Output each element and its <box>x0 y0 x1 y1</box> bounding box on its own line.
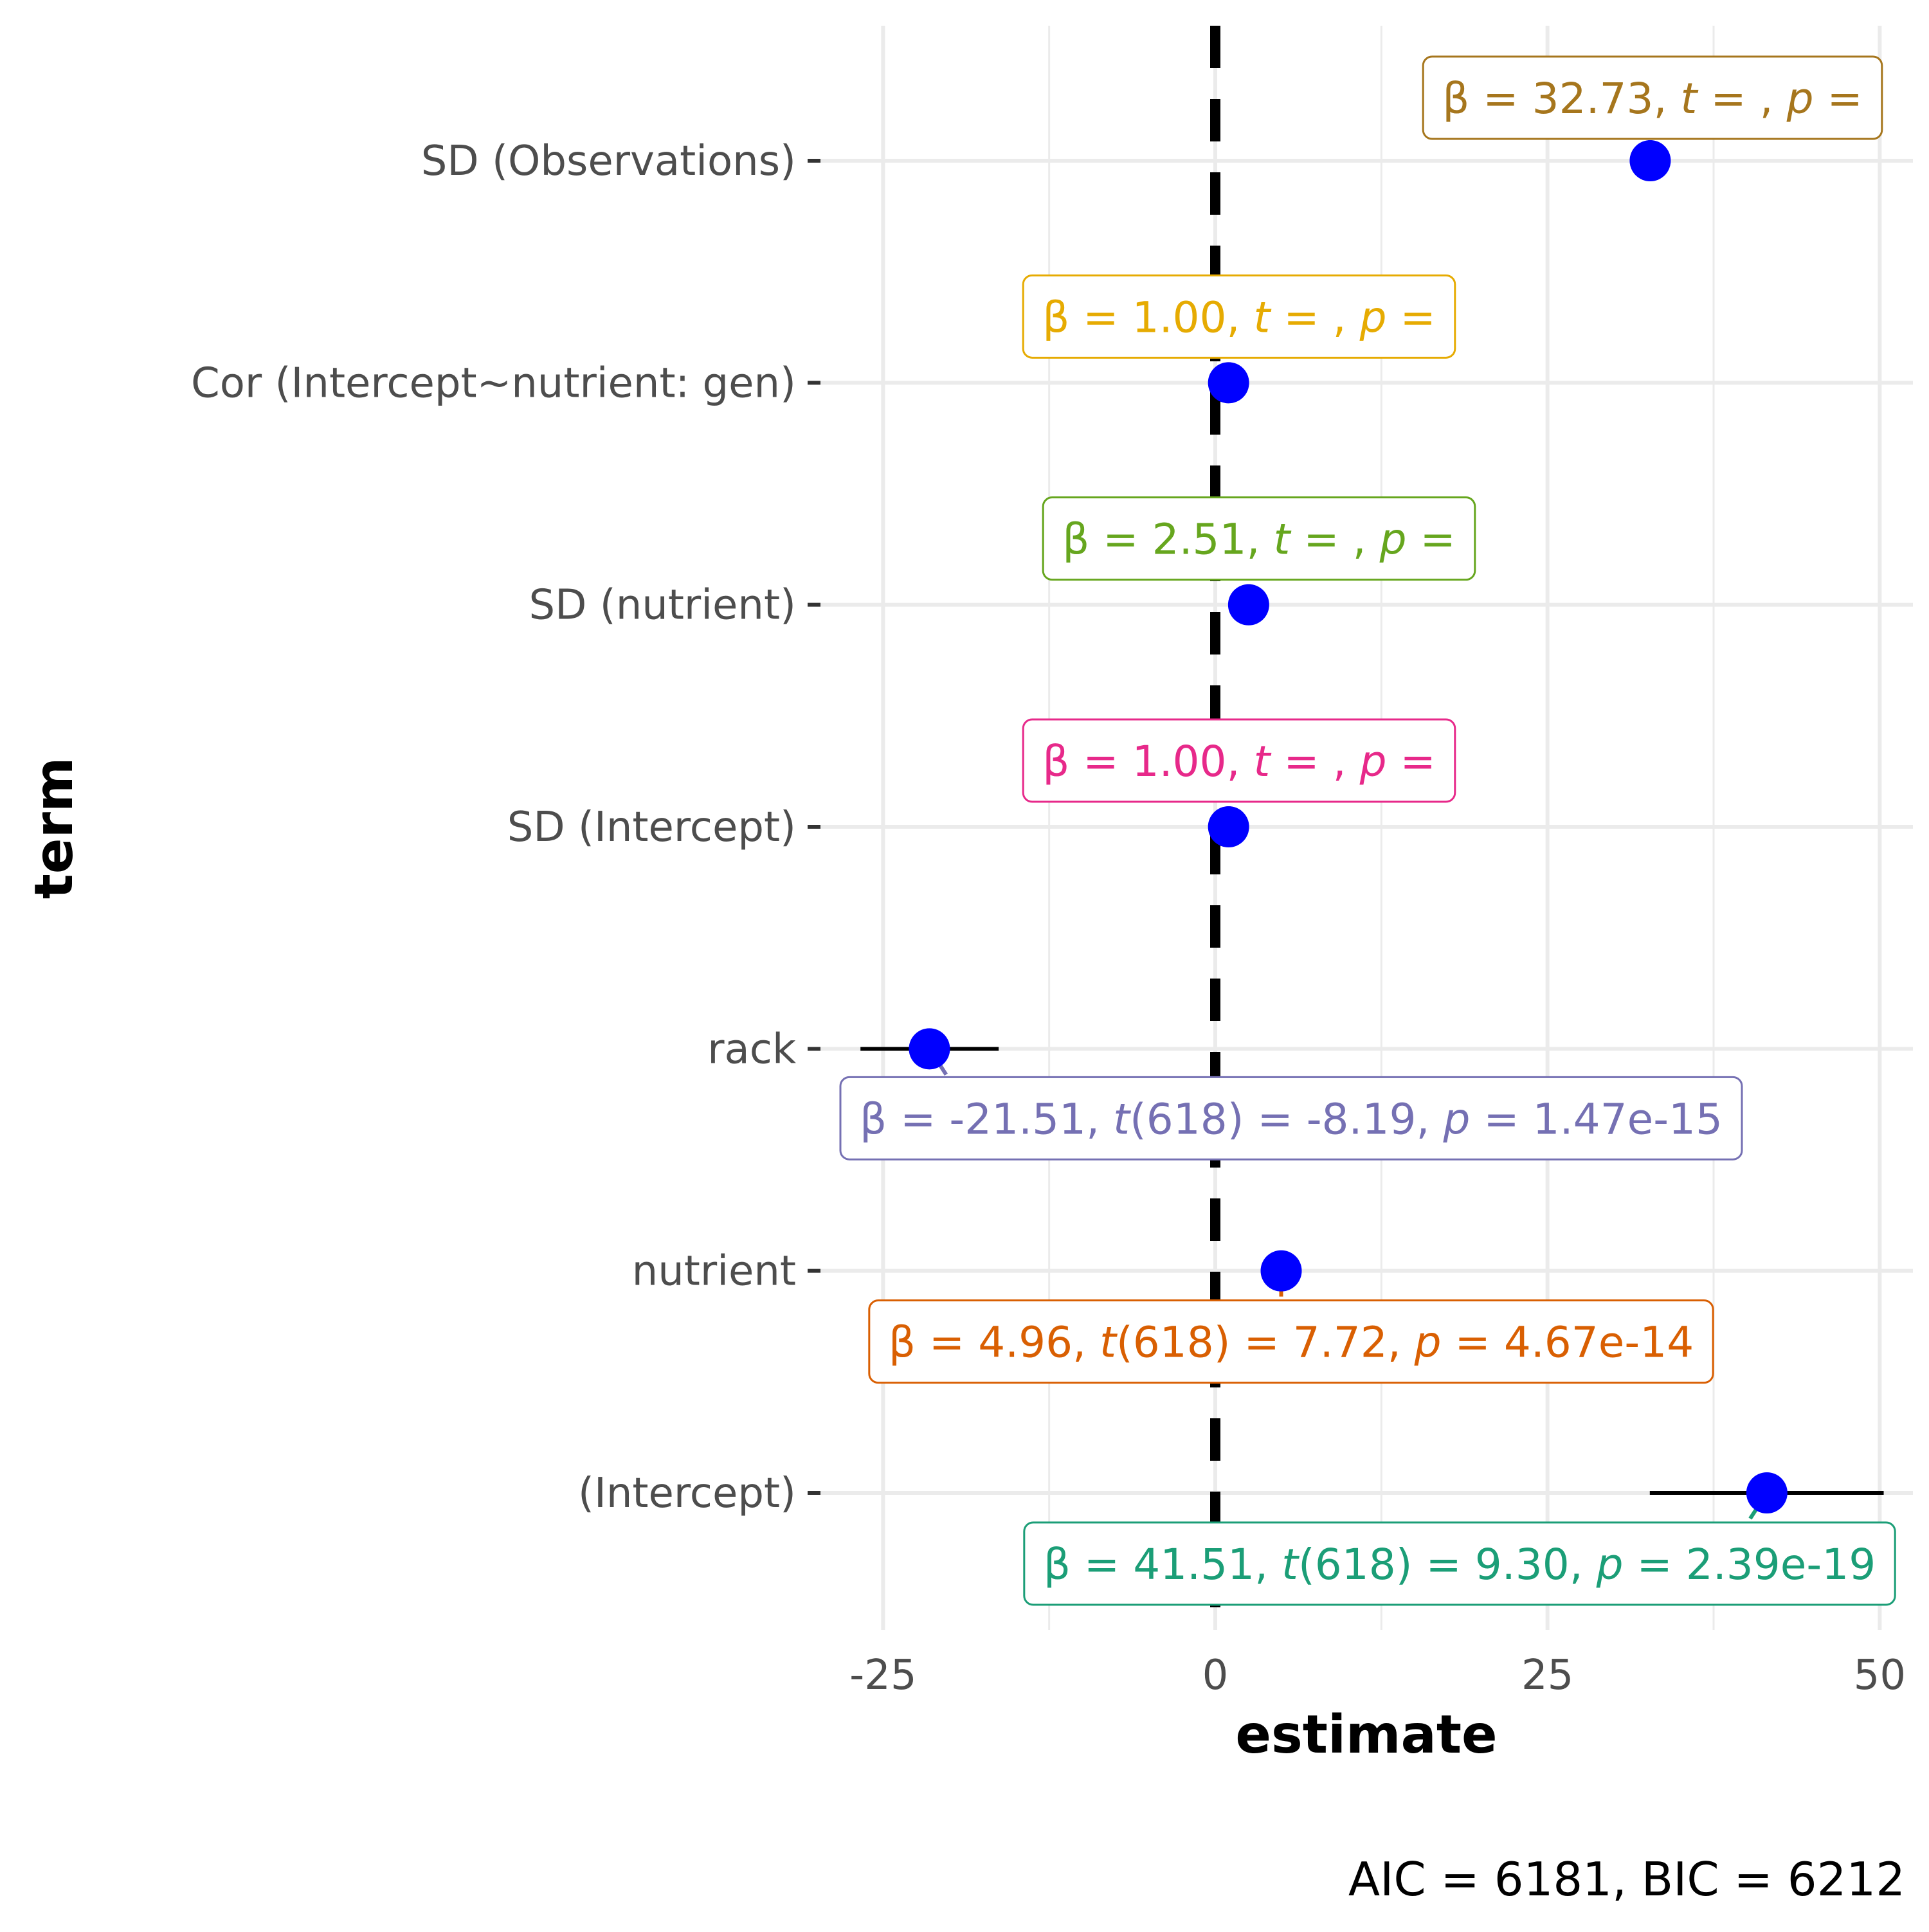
estimate-label-text: β = 1.00, t = , p = <box>1042 737 1436 786</box>
grid <box>817 26 1913 1630</box>
y-tick-label: SD (Intercept) <box>507 804 796 851</box>
estimate-point <box>1208 806 1249 847</box>
estimate-point <box>1260 1250 1302 1292</box>
y-tick-label: (Intercept) <box>578 1470 796 1517</box>
y-tick-label: SD (nutrient) <box>529 582 796 629</box>
estimate-label-text: β = 1.00, t = , p = <box>1042 293 1436 342</box>
y-tick-label: SD (Observations) <box>421 138 796 185</box>
estimate-label-box <box>839 1076 1743 1160</box>
estimate-label-text: β = 2.51, t = , p = <box>1062 515 1456 564</box>
estimate-point <box>1227 584 1269 626</box>
x-tick-label: 0 <box>1202 1652 1229 1699</box>
estimate-label-text: β = 41.51, t(618) = 9.30, p = 2.39e-19 <box>1044 1540 1876 1589</box>
estimate-labels: β = 32.73, t = , p = β = 1.00, t = , p =… <box>839 55 1896 1606</box>
estimate-point <box>1746 1472 1788 1513</box>
estimate-label-text: β = 32.73, t = , p = <box>1442 74 1863 123</box>
estimate-point <box>1208 362 1249 404</box>
estimate-label-text: β = -21.51, t(618) = -8.19, p = 1.47e-15 <box>860 1094 1723 1144</box>
y-tick-label: rack <box>707 1025 796 1073</box>
estimate-label-box <box>1023 1521 1896 1606</box>
x-tick-label: -25 <box>849 1652 917 1699</box>
y-axis-title: term <box>24 757 85 899</box>
axes: -25 0 25 50 SD (Observations) Cor (Intercept~… <box>191 138 1906 1699</box>
y-tick-label: nutrient <box>632 1248 796 1296</box>
estimate-label-box <box>1022 718 1456 803</box>
estimate-point <box>909 1028 950 1070</box>
chart-caption: AIC = 6181, BIC = 6212 <box>1348 1852 1905 1906</box>
x-tick-label: 25 <box>1521 1652 1573 1699</box>
x-axis-title: estimate <box>1235 1704 1497 1765</box>
estimate-label-box <box>1042 496 1476 581</box>
y-tick-label: Cor (Intercept~nutrient: gen) <box>191 359 796 407</box>
x-tick-label: 50 <box>1854 1652 1906 1699</box>
estimate-label-box <box>868 1299 1714 1384</box>
estimate-label-box <box>1422 55 1883 140</box>
estimate-label-text: β = 4.96, t(618) = 7.72, p = 4.67e-14 <box>889 1318 1694 1368</box>
estimate-label-box <box>1022 274 1456 359</box>
estimate-point <box>1629 140 1671 181</box>
marks <box>860 140 1884 1520</box>
